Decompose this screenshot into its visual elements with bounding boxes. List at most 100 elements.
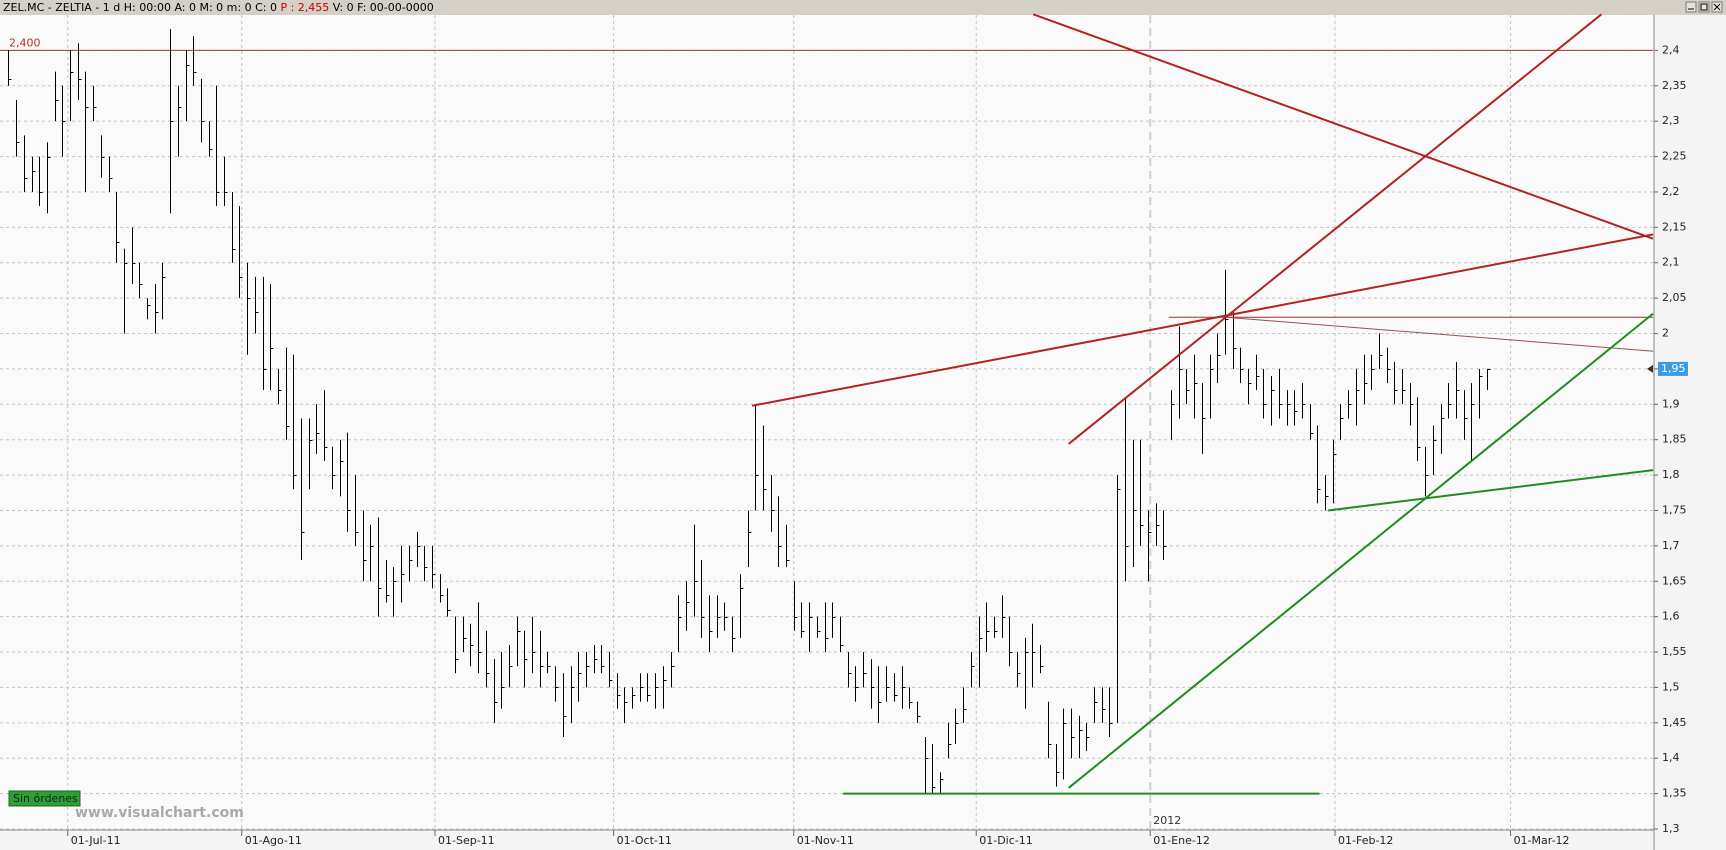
price-bar <box>771 475 775 532</box>
price-bar <box>1333 439 1337 504</box>
price-bar <box>470 623 474 667</box>
price-bar <box>632 687 636 709</box>
price-bar <box>201 78 205 143</box>
y-tick-label: 2,1 <box>1662 256 1680 269</box>
price-bar <box>932 744 936 794</box>
price-bar <box>62 85 66 157</box>
price-bar <box>1140 439 1144 546</box>
price-bar <box>1287 390 1291 426</box>
price-bar <box>902 666 906 709</box>
price-bar <box>16 99 20 157</box>
price-bar <box>301 418 305 561</box>
price-bar <box>455 616 459 674</box>
maximize-icon <box>1700 3 1708 11</box>
price-bar <box>1179 326 1183 419</box>
price-bar <box>1464 390 1468 440</box>
price-bar <box>216 85 220 207</box>
price-bar <box>1148 510 1152 582</box>
y-tick-label: 1,9 <box>1662 397 1680 410</box>
price-bar <box>740 574 744 638</box>
price-bar <box>286 347 290 440</box>
price-bar <box>370 524 374 582</box>
trend-line <box>1032 13 1654 240</box>
price-bar <box>486 630 490 688</box>
y-tick-label: 2,15 <box>1662 220 1687 233</box>
price-bar <box>1125 397 1129 582</box>
close-icon <box>1713 3 1721 11</box>
minimize-button[interactable] <box>1685 1 1697 13</box>
orders-button[interactable] <box>8 790 81 807</box>
y-tick-label: 1,45 <box>1662 716 1687 729</box>
price-bar <box>655 673 659 709</box>
x-tick-label: 01-Nov-11 <box>797 834 854 847</box>
price-bar <box>263 276 267 391</box>
watermark: www.visualchart.com <box>75 805 244 821</box>
price-bar <box>332 446 336 490</box>
price-bar <box>671 652 675 688</box>
price-bar <box>886 666 890 702</box>
price-bar <box>232 191 236 263</box>
trend-line <box>1068 13 1603 445</box>
price-bar <box>109 156 113 192</box>
price-bar <box>663 666 667 709</box>
price-bar <box>594 644 598 674</box>
price-bar <box>463 616 467 653</box>
price-bar <box>47 142 51 214</box>
price-bar <box>447 588 451 617</box>
price-bar <box>101 135 105 178</box>
price-bar <box>162 262 166 320</box>
maximize-button[interactable] <box>1698 1 1710 13</box>
price-bar <box>694 524 698 617</box>
price-bar <box>417 531 421 568</box>
price-bar <box>247 262 251 355</box>
window-buttons[interactable] <box>1685 1 1723 13</box>
price-bar <box>724 602 728 631</box>
price-bar <box>1186 368 1190 405</box>
price-bar <box>1102 687 1106 723</box>
x-tick-label: 01-Feb-12 <box>1338 834 1393 847</box>
price-bar <box>224 156 228 207</box>
price-bar <box>1086 722 1090 752</box>
reference-label: 2,400 <box>9 36 41 49</box>
price-bar <box>578 652 582 702</box>
y-tick-label: 1,7 <box>1662 539 1680 552</box>
orders-button-label: Sin órdenes <box>13 792 78 805</box>
header-part: P : 2,455 <box>280 1 329 14</box>
price-bar <box>1256 354 1260 391</box>
price-bar <box>1056 744 1060 787</box>
price-bar <box>1402 368 1406 405</box>
price-bar <box>540 630 544 688</box>
price-bar <box>39 156 43 207</box>
header-text: ZEL.MC - ZELTIA - 1 d H: 00:00 A: 0 M: 0… <box>3 1 434 14</box>
price-bar <box>1210 354 1214 419</box>
price-bar <box>93 85 97 122</box>
price-bar <box>817 616 821 638</box>
price-bar <box>1271 375 1275 426</box>
x-tick-label: 01-Jul-11 <box>71 834 121 847</box>
price-bar <box>1009 616 1013 667</box>
price-bar <box>1202 383 1206 454</box>
year-label: 2012 <box>1153 814 1181 827</box>
price-bar <box>1456 361 1460 419</box>
y-tick-label: 1,85 <box>1662 433 1687 446</box>
price-bar <box>832 602 836 638</box>
y-tick-label: 2,2 <box>1662 185 1680 198</box>
price-bar <box>979 616 983 688</box>
price-bar <box>1340 404 1344 440</box>
y-tick-label: 2,05 <box>1662 291 1687 304</box>
price-bar <box>363 510 367 582</box>
price-bar <box>1479 368 1483 419</box>
y-tick-label: 1,5 <box>1662 680 1680 693</box>
price-bar <box>1079 715 1083 759</box>
price-bar <box>971 652 975 688</box>
x-tick-label: 01-Mar-12 <box>1514 834 1570 847</box>
price-bar <box>909 687 913 709</box>
price-bar <box>732 616 736 653</box>
price-bar <box>1317 425 1321 504</box>
price-bar <box>139 262 143 299</box>
price-bar <box>624 687 628 723</box>
y-axis-area <box>1654 15 1726 850</box>
price-bar <box>509 644 513 688</box>
x-tick-label: 01-Dic-11 <box>979 834 1033 847</box>
price-bar <box>963 687 967 723</box>
